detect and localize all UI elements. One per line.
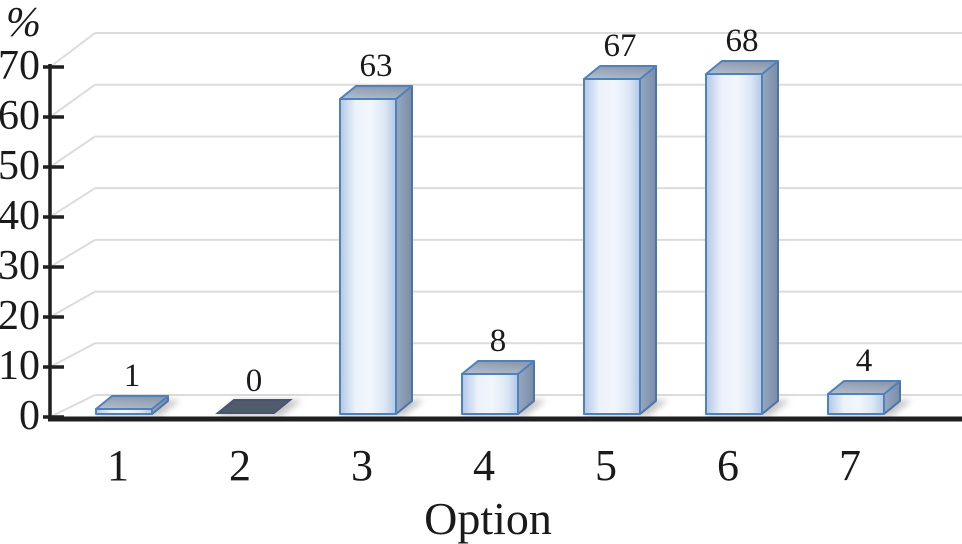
bar-zero-slab [215,399,293,414]
bar-value-label: 8 [490,323,507,359]
y-axis-unit-label: % [6,0,41,46]
bar-front-face [461,373,519,415]
x-tick-label: 2 [229,441,251,490]
bar-front-face [827,393,885,415]
bar-value-label: 4 [856,343,873,379]
gridline-diagonal [49,83,96,118]
bar-front-face [95,408,153,415]
y-tick-label: 60 [0,93,40,139]
bars-group [94,60,912,416]
y-tick-label: 0 [19,393,40,439]
bar-value-label: 1 [124,358,141,394]
x-tick-label: 6 [717,441,739,490]
bar-side-face [761,60,779,415]
gridline-diagonal [49,187,96,218]
gridline-diagonal [49,135,96,168]
x-tick-label: 5 [595,441,617,490]
bar-front-face [583,78,641,415]
gridline-diagonal [49,394,96,418]
bar-side-face [639,65,657,415]
bar-value-label: 67 [604,28,637,64]
y-tick-label: 20 [0,293,40,339]
bar-front-face [339,98,397,415]
y-tick-label: 40 [0,193,40,239]
bar-value-label: 68 [726,23,759,59]
gridline-diagonal [49,239,96,268]
x-axis-title: Option [424,493,552,544]
bar-side-face [395,85,413,415]
gridline-diagonal [49,32,96,68]
bar-front-face [705,73,763,415]
bar-value-label: 0 [246,363,263,399]
x-tick-label: 3 [351,441,373,490]
y-tick-label: 10 [0,343,40,389]
y-tick-label: 70 [0,43,40,89]
x-tick-label: 1 [107,441,129,490]
y-tick-label: 30 [0,243,40,289]
x-tick-label: 4 [473,441,495,490]
gridline-diagonal [49,290,96,318]
x-tick-label: 7 [839,441,861,490]
bar-value-label: 63 [360,48,393,84]
gridline-diagonal [49,342,96,368]
y-tick-label: 50 [0,143,40,189]
